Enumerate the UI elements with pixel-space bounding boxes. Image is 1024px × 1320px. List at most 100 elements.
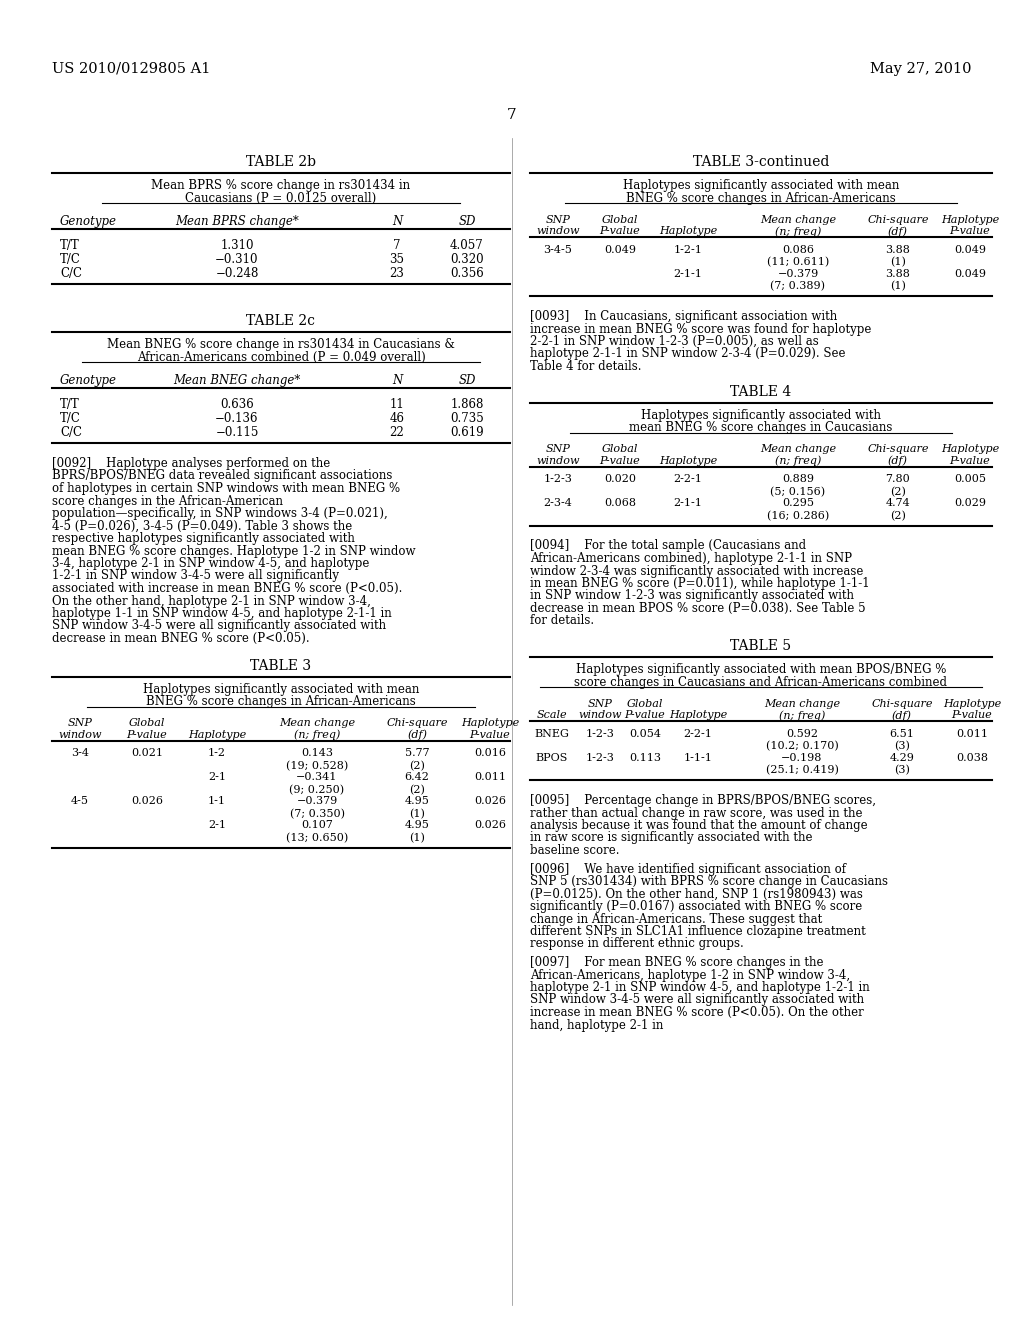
Text: Chi-square: Chi-square [386,718,447,729]
Text: Global: Global [602,215,638,224]
Text: 0.143: 0.143 [301,748,333,759]
Text: Mean BPRS change*: Mean BPRS change* [175,215,299,228]
Text: Haplotype: Haplotype [658,455,717,466]
Text: SNP window 3-4-5 were all significantly associated with: SNP window 3-4-5 were all significantly … [52,619,386,632]
Text: 3.88: 3.88 [886,246,910,255]
Text: (df): (df) [892,710,912,721]
Text: 0.026: 0.026 [131,796,163,807]
Text: Haplotype: Haplotype [941,215,999,224]
Text: 0.005: 0.005 [954,474,986,484]
Text: 6.42: 6.42 [404,772,429,783]
Text: Haplotypes significantly associated with mean BPOS/BNEG %: Haplotypes significantly associated with… [575,663,946,676]
Text: haplotype 1-1 in SNP window 4-5, and haplotype 2-1-1 in: haplotype 1-1 in SNP window 4-5, and hap… [52,607,392,620]
Text: Chi-square: Chi-square [871,700,933,709]
Text: On the other hand, haplotype 2-1 in SNP window 3-4,: On the other hand, haplotype 2-1 in SNP … [52,594,371,607]
Text: in mean BNEG % score (P=0.011), while haplotype 1-1-1: in mean BNEG % score (P=0.011), while ha… [530,577,869,590]
Text: 0.049: 0.049 [954,246,986,255]
Text: Haplotype: Haplotype [941,445,999,454]
Text: (3): (3) [894,741,910,751]
Text: US 2010/0129805 A1: US 2010/0129805 A1 [52,62,210,77]
Text: SD: SD [459,374,476,387]
Text: 0.020: 0.020 [604,474,636,484]
Text: 0.021: 0.021 [131,748,163,759]
Text: 2-2-1: 2-2-1 [684,729,713,739]
Text: 2-1-1: 2-1-1 [674,269,702,279]
Text: −0.198: −0.198 [781,752,822,763]
Text: May 27, 2010: May 27, 2010 [870,62,972,77]
Text: BNEG % score changes in African-Americans: BNEG % score changes in African-American… [626,191,896,205]
Text: Mean change: Mean change [760,445,836,454]
Text: 0.636: 0.636 [220,399,254,411]
Text: 0.068: 0.068 [604,499,636,508]
Text: (2): (2) [409,760,425,771]
Text: 2-1-1: 2-1-1 [674,499,702,508]
Text: (1): (1) [890,257,906,268]
Text: Genotype: Genotype [60,215,117,228]
Text: BNEG % score changes in African-Americans: BNEG % score changes in African-American… [146,696,416,709]
Text: [0096]    We have identified significant association of: [0096] We have identified significant as… [530,862,846,875]
Text: different SNPs in SLC1A1 influence clozapine treatment: different SNPs in SLC1A1 influence cloza… [530,925,865,939]
Text: SNP 5 (rs301434) with BPRS % score change in Caucasians: SNP 5 (rs301434) with BPRS % score chang… [530,875,888,888]
Text: 0.026: 0.026 [474,821,506,830]
Text: T/C: T/C [60,412,81,425]
Text: [0093]    In Caucasians, significant association with: [0093] In Caucasians, significant associ… [530,310,838,323]
Text: change in African-Americans. These suggest that: change in African-Americans. These sugge… [530,912,822,925]
Text: 0.107: 0.107 [301,821,333,830]
Text: BNEG: BNEG [535,729,569,739]
Text: Genotype: Genotype [60,374,117,387]
Text: N: N [392,215,402,228]
Text: (df): (df) [407,730,427,741]
Text: 7: 7 [507,108,517,121]
Text: 2-2-1 in SNP window 1-2-3 (P=0.005), as well as: 2-2-1 in SNP window 1-2-3 (P=0.005), as … [530,335,819,348]
Text: of haplotypes in certain SNP windows with mean BNEG %: of haplotypes in certain SNP windows wit… [52,482,400,495]
Text: 1-2-3: 1-2-3 [586,752,614,763]
Text: T/C: T/C [60,253,81,267]
Text: 35: 35 [389,253,404,267]
Text: response in different ethnic groups.: response in different ethnic groups. [530,937,743,950]
Text: P-value: P-value [600,455,640,466]
Text: −0.379: −0.379 [777,269,818,279]
Text: 4.95: 4.95 [404,821,429,830]
Text: 0.889: 0.889 [782,474,814,484]
Text: baseline score.: baseline score. [530,843,620,857]
Text: 3-4, haplotype 2-1 in SNP window 4-5, and haplotype: 3-4, haplotype 2-1 in SNP window 4-5, an… [52,557,370,570]
Text: 11: 11 [389,399,404,411]
Text: 4.95: 4.95 [404,796,429,807]
Text: 0.113: 0.113 [629,752,662,763]
Text: window: window [537,226,580,236]
Text: 0.619: 0.619 [451,426,483,440]
Text: T/T: T/T [60,399,80,411]
Text: Mean BPRS % score change in rs301434 in: Mean BPRS % score change in rs301434 in [152,180,411,191]
Text: rather than actual change in raw score, was used in the: rather than actual change in raw score, … [530,807,862,820]
Text: N: N [392,374,402,387]
Text: decrease in mean BNEG % score (P<0.05).: decrease in mean BNEG % score (P<0.05). [52,632,309,645]
Text: Global: Global [129,718,165,729]
Text: SNP: SNP [546,445,570,454]
Text: African-Americans combined (P = 0.049 overall): African-Americans combined (P = 0.049 ov… [136,351,425,364]
Text: 2-2-1: 2-2-1 [674,474,702,484]
Text: (2): (2) [890,511,906,521]
Text: 1-1-1: 1-1-1 [684,752,713,763]
Text: 1-2-3: 1-2-3 [586,729,614,739]
Text: [0097]    For mean BNEG % score changes in the: [0097] For mean BNEG % score changes in … [530,956,823,969]
Text: 0.011: 0.011 [956,729,988,739]
Text: mean BNEG % score changes in Caucasians: mean BNEG % score changes in Caucasians [630,421,893,434]
Text: TABLE 2b: TABLE 2b [246,154,316,169]
Text: [0092]    Haplotype analyses performed on the: [0092] Haplotype analyses performed on t… [52,457,331,470]
Text: Chi-square: Chi-square [867,445,929,454]
Text: 0.054: 0.054 [629,729,662,739]
Text: [0094]    For the total sample (Caucasians and: [0094] For the total sample (Caucasians … [530,540,806,553]
Text: BPRS/BPOS/BNEG data revealed significant associations: BPRS/BPOS/BNEG data revealed significant… [52,470,392,483]
Text: analysis because it was found that the amount of change: analysis because it was found that the a… [530,818,867,832]
Text: Haplotypes significantly associated with mean: Haplotypes significantly associated with… [142,682,419,696]
Text: (10.2; 0.170): (10.2; 0.170) [766,741,839,751]
Text: 0.016: 0.016 [474,748,506,759]
Text: (2): (2) [409,784,425,795]
Text: window: window [579,710,622,719]
Text: TABLE 3-continued: TABLE 3-continued [693,154,829,169]
Text: 46: 46 [389,412,404,425]
Text: associated with increase in mean BNEG % score (P<0.05).: associated with increase in mean BNEG % … [52,582,402,595]
Text: Haplotypes significantly associated with mean: Haplotypes significantly associated with… [623,180,899,191]
Text: TABLE 3: TABLE 3 [251,659,311,672]
Text: 0.049: 0.049 [954,269,986,279]
